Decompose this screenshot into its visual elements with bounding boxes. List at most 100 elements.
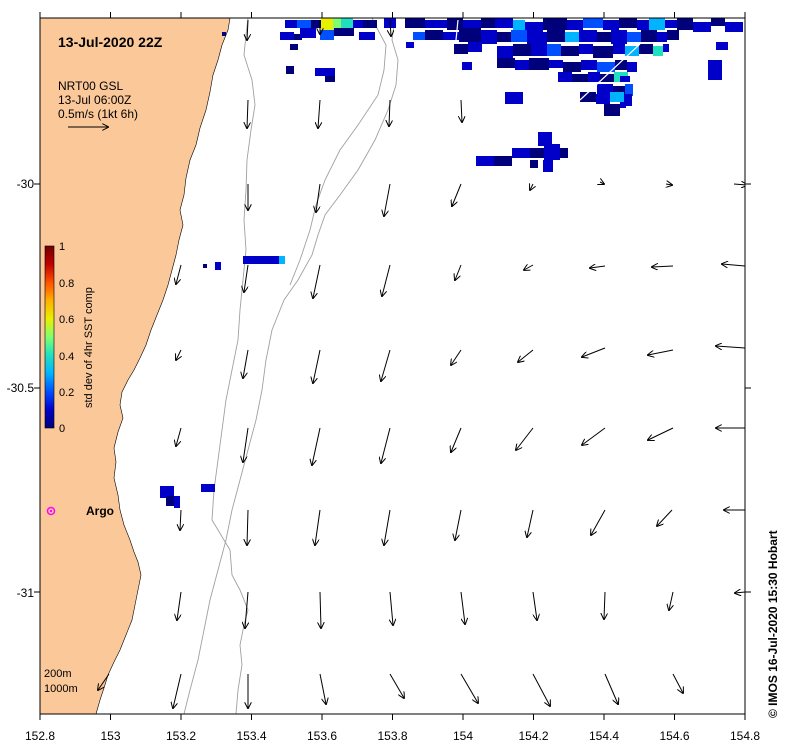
colorbar-tick: 0.6 [59, 314, 74, 326]
sst-pixel [359, 32, 375, 40]
sst-pixel [620, 102, 626, 108]
current-vector-arrow [244, 264, 249, 292]
sst-pixel [334, 28, 354, 36]
sst-pixel [325, 76, 335, 82]
current-vector-arrow [245, 591, 248, 628]
sst-pixel [596, 94, 610, 104]
current-vector-arrow [180, 509, 181, 530]
x-tick-label: 154.4 [589, 729, 619, 743]
current-vector-arrow [312, 427, 321, 465]
y-axis: -30 -30.5 -31 [7, 177, 35, 600]
sst-pixel [495, 18, 513, 28]
current-vector-arrow [455, 509, 462, 540]
sst-pixel [667, 30, 679, 40]
sst-pixel [613, 44, 625, 54]
sst-pixel [600, 74, 614, 82]
sst-pixel [290, 44, 298, 50]
sst-pixel [463, 20, 481, 30]
sst-pixel [579, 44, 593, 54]
vector-scale-label: 0.5m/s (1kt 6h) [58, 107, 138, 121]
sst-pixel [558, 72, 572, 82]
current-vector-arrow [460, 673, 478, 703]
sst-pixel [657, 32, 667, 42]
sst-pixel [494, 156, 512, 166]
colorbar-tick: 1 [59, 241, 65, 253]
sst-pixel [547, 44, 561, 56]
swath-edge-line [579, 43, 641, 101]
current-vector-arrow [518, 349, 534, 362]
current-vector-arrow [604, 673, 618, 704]
current-vector-arrow [735, 592, 745, 593]
sst-pixel [513, 44, 531, 56]
sst-pixel [538, 132, 552, 146]
sst-pixel [624, 94, 632, 106]
current-vector-arrow [381, 349, 391, 381]
current-vector-arrow [716, 346, 745, 348]
sst-pixel [513, 20, 525, 32]
x-tick-label: 153.2 [166, 729, 196, 743]
current-vector-arrow [452, 183, 462, 206]
sst-pixel [716, 42, 728, 50]
current-vector-arrow [389, 99, 390, 126]
current-vector-arrow [243, 427, 249, 462]
current-vector-arrow [318, 99, 320, 128]
current-vector-arrow [313, 349, 321, 383]
isobath-label-1000m: 1000m [44, 683, 78, 695]
current-vector-arrow [384, 509, 391, 545]
sst-pixel [611, 30, 627, 44]
current-vector-arrow [313, 264, 321, 298]
y-tick-label: -30 [17, 177, 35, 191]
current-vector-arrow [176, 264, 182, 284]
sst-pixel [294, 34, 302, 40]
sst-pixel [497, 46, 513, 58]
plot-area [40, 18, 745, 714]
current-vector-arrow [382, 264, 391, 296]
sst-pixel [481, 18, 495, 28]
current-vector-arrow [648, 349, 674, 355]
x-tick-label: 154.2 [518, 729, 548, 743]
current-vector-arrow [582, 347, 606, 357]
x-axis: 152.8 153 153.2 153.4 153.6 153.8 154 15… [25, 729, 760, 743]
current-vector-arrow [315, 509, 321, 545]
sst-pixel [627, 32, 641, 42]
sst-pixel [406, 42, 414, 48]
sst-pixel [543, 160, 553, 172]
sst-pixel [481, 30, 497, 44]
current-vector-arrow [451, 427, 462, 452]
current-vector-arrow [381, 427, 391, 463]
sst-pixel [610, 92, 624, 102]
current-vector-arrow [390, 19, 391, 36]
isobath-1000m-inner [289, 18, 387, 286]
sst-pixel [443, 32, 459, 40]
sst-pixel [530, 148, 544, 158]
current-vector-arrow [532, 673, 550, 706]
sst-pixel [615, 60, 627, 70]
current-vector-arrow [604, 591, 605, 619]
sst-pixel [604, 104, 620, 116]
sst-pixel [544, 144, 560, 160]
current-vector-arrow [524, 265, 534, 270]
sst-pixel [311, 20, 321, 28]
sst-pixel [341, 18, 353, 28]
y-tick-label: -30.5 [7, 381, 35, 395]
current-vector-arrow [669, 591, 673, 610]
sst-pixel [663, 44, 669, 52]
sst-pixel [547, 30, 565, 42]
sst-pixel [459, 28, 481, 42]
current-vector-arrow [177, 591, 182, 620]
current-vector-arrow [652, 266, 674, 267]
colorbar-label: std dev of 4hr SST comp [83, 287, 95, 408]
sst-pixel [579, 30, 597, 42]
sst-pixel [201, 484, 215, 492]
current-vector-arrow [657, 509, 673, 526]
x-tick-label: 154.8 [730, 729, 760, 743]
colorbar-tick: 0.4 [59, 351, 74, 363]
sst-pixel [476, 156, 494, 166]
argo-float-marker [46, 506, 56, 516]
sst-pixel [549, 60, 563, 68]
isobath-1000m [183, 18, 399, 714]
axis-tick-marks [34, 12, 751, 720]
sst-pixel [583, 18, 603, 28]
sst-pixel [527, 32, 547, 46]
